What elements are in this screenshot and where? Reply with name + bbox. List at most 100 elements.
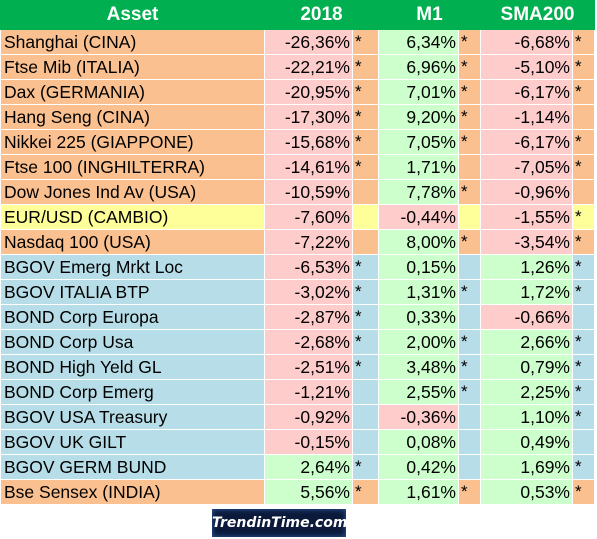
- signal-m1-cell: *: [458, 379, 481, 405]
- signal-m1-cell: [458, 404, 481, 430]
- asset-name-cell: BGOV Emerg Mrkt Loc: [0, 254, 265, 280]
- value-m1-cell: 0,33%: [378, 304, 459, 330]
- value-2018-cell: -2,87%: [264, 304, 353, 330]
- signal-sma200-cell: *: [571, 54, 596, 80]
- asset-name-cell: Ftse Mib (ITALIA): [0, 54, 265, 80]
- signal-m1-cell: *: [458, 54, 481, 80]
- signal-2018-cell: [352, 429, 379, 455]
- signal-sma200-cell: *: [571, 479, 596, 505]
- value-m1-cell: 2,00%: [378, 329, 459, 355]
- value-sma200-cell: 1,72%: [480, 279, 573, 305]
- asset-name-cell: Nikkei 225 (GIAPPONE): [0, 129, 265, 155]
- value-m1-cell: 7,01%: [378, 79, 459, 105]
- table-row: Hang Seng (CINA) -17,30% * 9,20% * -1,14%: [0, 104, 596, 130]
- value-sma200-cell: 0,53%: [480, 479, 573, 505]
- signal-sma200-cell: *: [571, 279, 596, 305]
- signal-2018-cell: *: [352, 479, 379, 505]
- value-sma200-cell: -0,96%: [480, 179, 573, 205]
- signal-m1-cell: *: [458, 279, 481, 305]
- signal-m1-cell: [458, 204, 481, 230]
- signal-sma200-cell: [571, 429, 596, 455]
- table-row: Ftse Mib (ITALIA) -22,21% * 6,96% * -5,10% *: [0, 54, 596, 80]
- signal-sma200-cell: *: [571, 154, 596, 180]
- signal-2018-cell: *: [352, 354, 379, 380]
- value-sma200-cell: 0,79%: [480, 354, 573, 380]
- signal-m1-cell: [458, 254, 481, 280]
- value-sma200-cell: -1,14%: [480, 104, 573, 130]
- table-body: Shanghai (CINA) -26,36% * 6,34% * -6,68% * Ftse…: [0, 29, 596, 505]
- table-row: BGOV UK GILT -0,15% 0,08% 0,49%: [0, 429, 596, 455]
- signal-m1-cell: [458, 154, 481, 180]
- header-asset: Asset: [0, 0, 265, 30]
- value-sma200-cell: -0,66%: [480, 304, 573, 330]
- signal-2018-cell: *: [352, 279, 379, 305]
- signal-m1-cell: *: [458, 179, 481, 205]
- signal-2018-cell: *: [352, 329, 379, 355]
- value-m1-cell: 6,96%: [378, 54, 459, 80]
- value-m1-cell: 1,61%: [378, 479, 459, 505]
- asset-name-cell: BGOV GERM BUND: [0, 454, 265, 480]
- signal-2018-cell: *: [352, 129, 379, 155]
- value-m1-cell: 9,20%: [378, 104, 459, 130]
- asset-name-cell: Hang Seng (CINA): [0, 104, 265, 130]
- signal-sma200-cell: *: [571, 329, 596, 355]
- value-sma200-cell: -5,10%: [480, 54, 573, 80]
- signal-2018-cell: *: [352, 154, 379, 180]
- signal-2018-cell: *: [352, 304, 379, 330]
- value-2018-cell: -22,21%: [264, 54, 353, 80]
- signal-sma200-cell: *: [571, 129, 596, 155]
- table-row: Bse Sensex (INDIA) 5,56% * 1,61% * 0,53% *: [0, 479, 596, 505]
- value-2018-cell: -7,60%: [264, 204, 353, 230]
- signal-sma200-cell: [571, 104, 596, 130]
- value-m1-cell: 6,34%: [378, 29, 459, 55]
- value-2018-cell: -26,36%: [264, 29, 353, 55]
- table-row: BOND Corp Europa -2,87% * 0,33% -0,66%: [0, 304, 596, 330]
- asset-name-cell: EUR/USD (CAMBIO): [0, 204, 265, 230]
- signal-sma200-cell: *: [571, 254, 596, 280]
- signal-m1-cell: [458, 454, 481, 480]
- value-sma200-cell: 2,25%: [480, 379, 573, 405]
- table-row: BOND Corp Usa -2,68% * 2,00% * 2,66% *: [0, 329, 596, 355]
- value-2018-cell: -0,92%: [264, 404, 353, 430]
- value-sma200-cell: 1,10%: [480, 404, 573, 430]
- value-2018-cell: -17,30%: [264, 104, 353, 130]
- signal-m1-cell: [458, 304, 481, 330]
- signal-2018-cell: *: [352, 454, 379, 480]
- header-row: Asset 2018 M1 SMA200: [0, 0, 596, 30]
- signal-m1-cell: [458, 429, 481, 455]
- value-m1-cell: 0,08%: [378, 429, 459, 455]
- value-2018-cell: 2,64%: [264, 454, 353, 480]
- signal-2018-cell: [352, 379, 379, 405]
- value-2018-cell: -20,95%: [264, 79, 353, 105]
- value-sma200-cell: -6,68%: [480, 29, 573, 55]
- signal-sma200-cell: *: [571, 404, 596, 430]
- signal-2018-cell: *: [352, 254, 379, 280]
- value-sma200-cell: -6,17%: [480, 129, 573, 155]
- value-sma200-cell: -1,55%: [480, 204, 573, 230]
- table-row: Nikkei 225 (GIAPPONE) -15,68% * 7,05% * -6,17…: [0, 129, 596, 155]
- table-row: EUR/USD (CAMBIO) -7,60% -0,44% -1,55% *: [0, 204, 596, 230]
- asset-name-cell: BOND Corp Emerg: [0, 379, 265, 405]
- signal-2018-cell: *: [352, 54, 379, 80]
- value-sma200-cell: 1,26%: [480, 254, 573, 280]
- asset-name-cell: Bse Sensex (INDIA): [0, 479, 265, 505]
- signal-2018-cell: *: [352, 29, 379, 55]
- signal-2018-cell: *: [352, 104, 379, 130]
- asset-name-cell: BGOV ITALIA BTP: [0, 279, 265, 305]
- signal-2018-cell: [352, 404, 379, 430]
- value-m1-cell: 0,42%: [378, 454, 459, 480]
- table-row: Dow Jones Ind Av (USA) -10,59% 7,78% * -0,96…: [0, 179, 596, 205]
- value-sma200-cell: -6,17%: [480, 79, 573, 105]
- signal-sma200-cell: *: [571, 379, 596, 405]
- table-row: Shanghai (CINA) -26,36% * 6,34% * -6,68% *: [0, 29, 596, 55]
- value-m1-cell: 0,15%: [378, 254, 459, 280]
- value-m1-cell: -0,36%: [378, 404, 459, 430]
- value-sma200-cell: 0,49%: [480, 429, 573, 455]
- value-sma200-cell: -7,05%: [480, 154, 573, 180]
- table-row: BGOV Emerg Mrkt Loc -6,53% * 0,15% 1,26% *: [0, 254, 596, 280]
- table-row: Dax (GERMANIA) -20,95% * 7,01% * -6,17% *: [0, 79, 596, 105]
- value-m1-cell: 7,05%: [378, 129, 459, 155]
- asset-name-cell: BOND Corp Europa: [0, 304, 265, 330]
- value-2018-cell: -10,59%: [264, 179, 353, 205]
- table-row: BOND Corp Emerg -1,21% 2,55% * 2,25% *: [0, 379, 596, 405]
